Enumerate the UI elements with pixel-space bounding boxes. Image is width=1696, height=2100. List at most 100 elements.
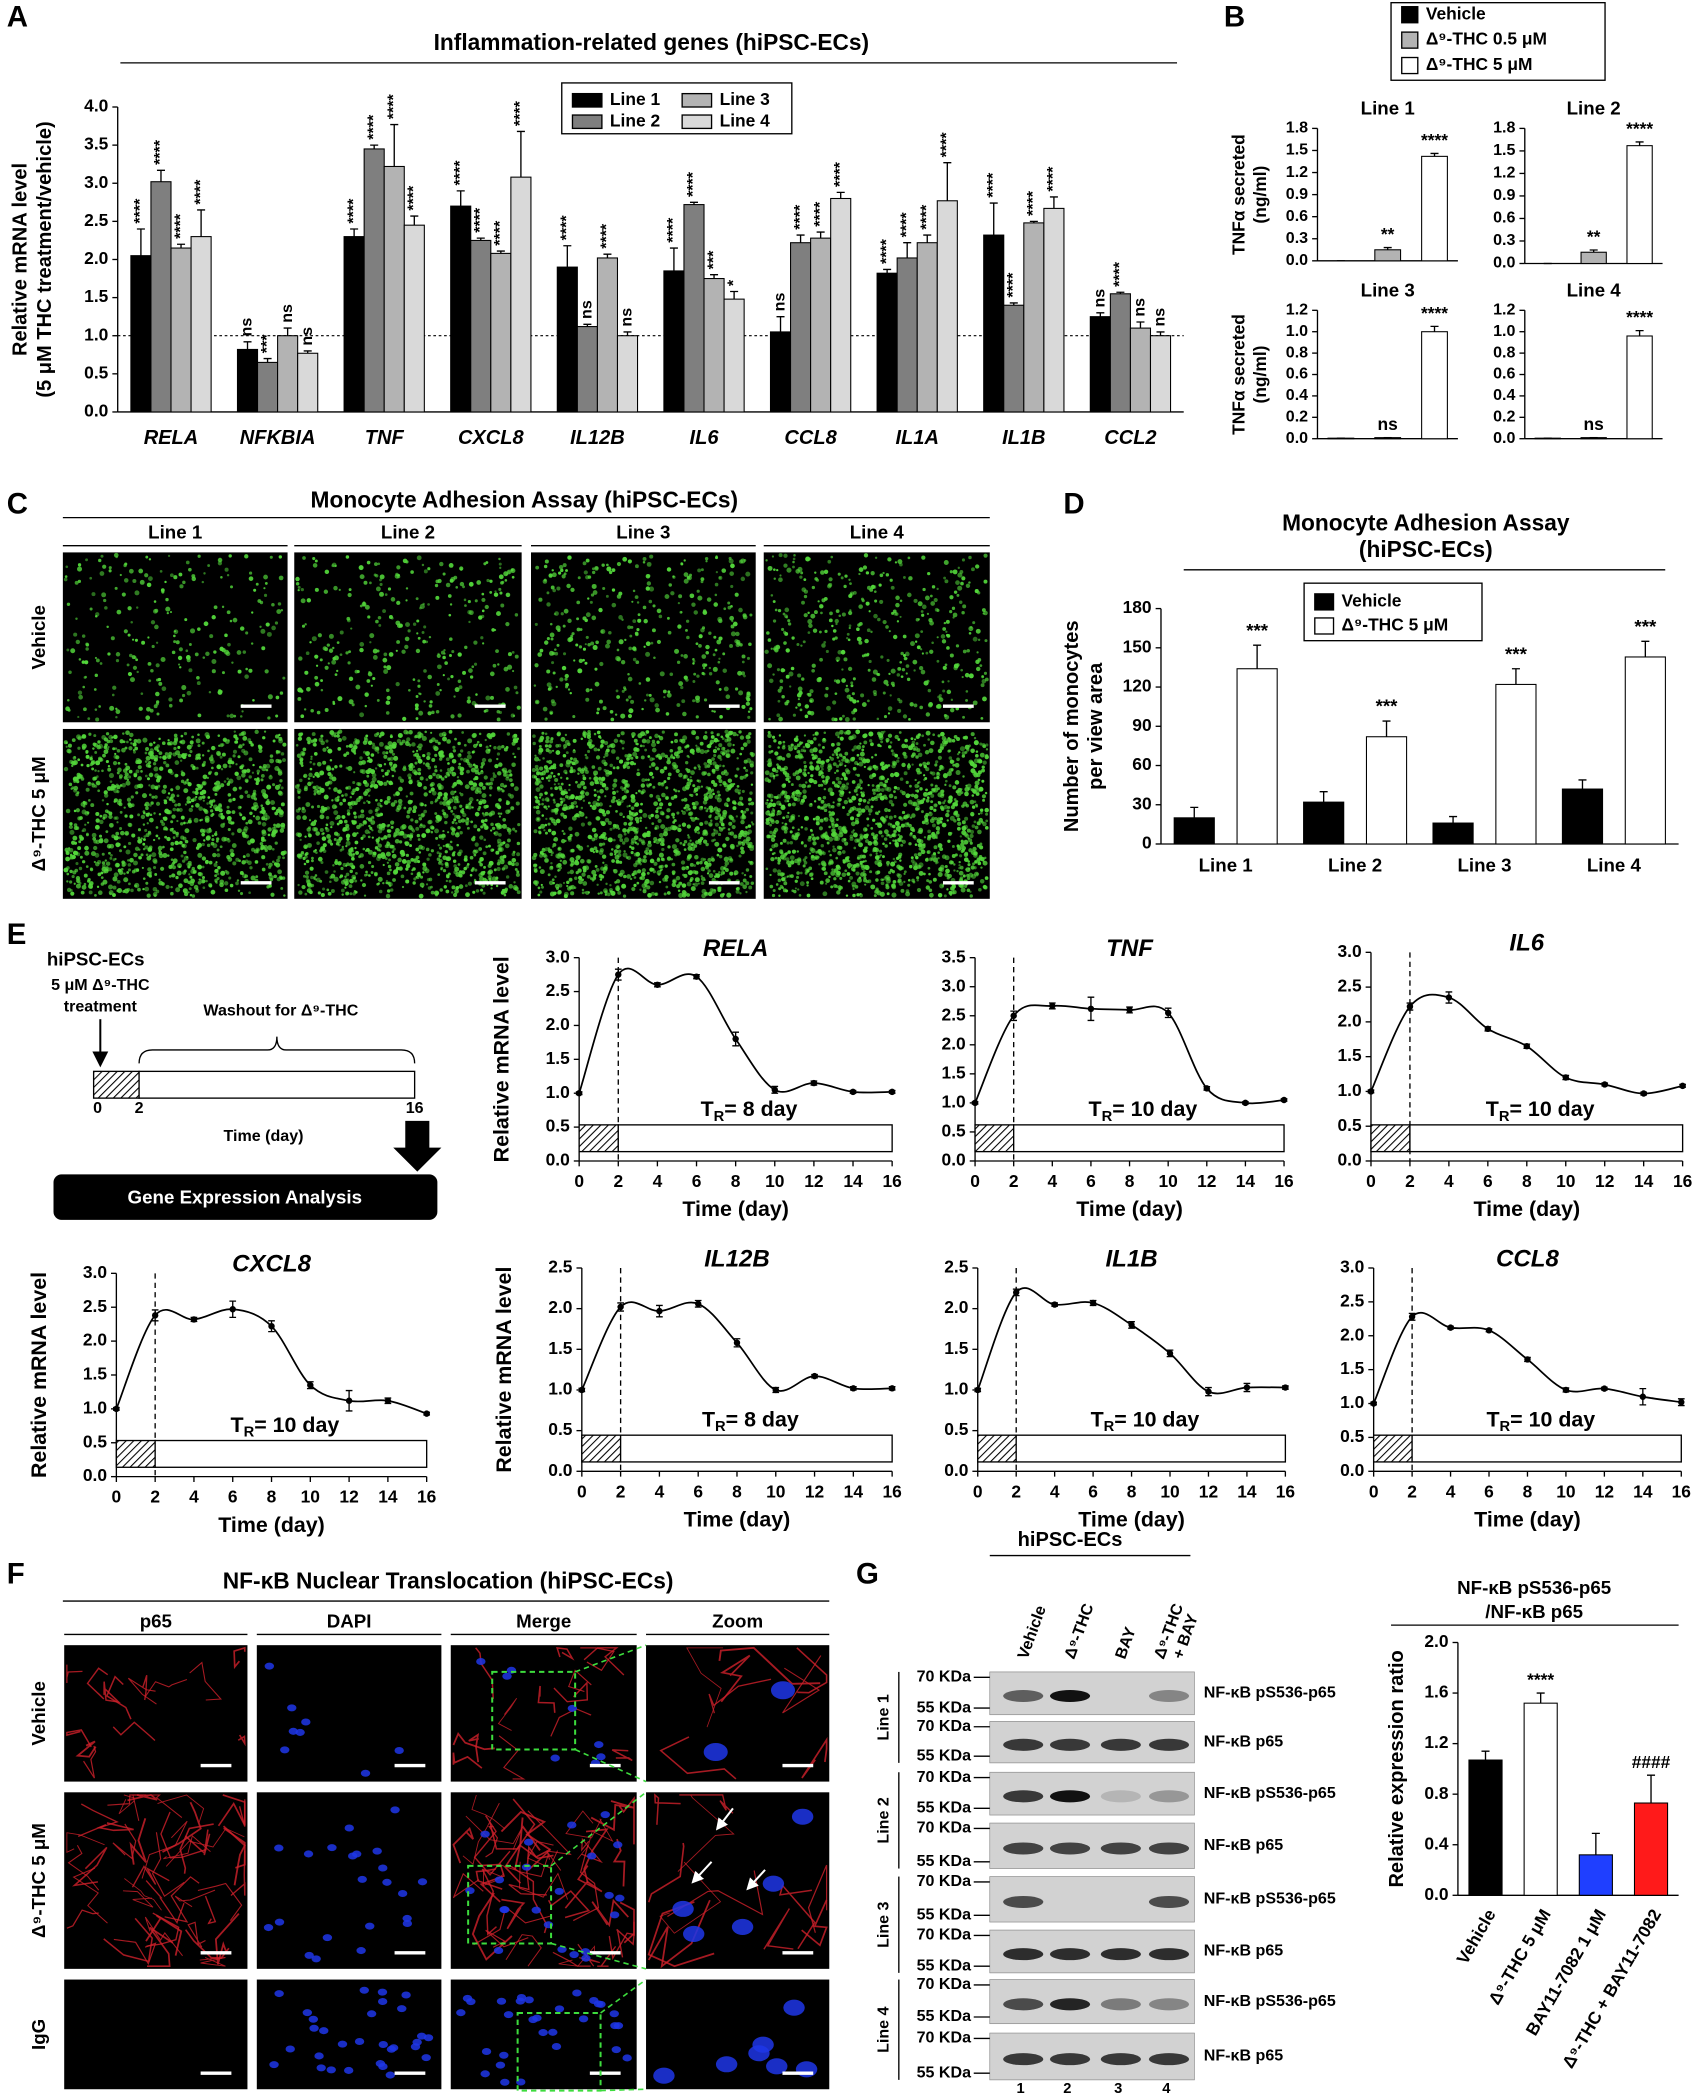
cell-dot: [598, 608, 602, 612]
cell-dot: [363, 603, 366, 606]
cell-dot: [482, 610, 485, 613]
cell-dot: [158, 682, 162, 686]
cell-dot: [353, 750, 356, 753]
y-tick-label: 2.0: [84, 248, 108, 268]
x-tick-label: 14: [1237, 1481, 1257, 1501]
x-tick-label: 10: [301, 1487, 320, 1507]
cell-dot: [138, 828, 141, 831]
cell-dot: [272, 848, 275, 851]
cell-dot: [211, 755, 214, 758]
cell-dot: [396, 601, 400, 605]
cell-dot: [320, 735, 323, 738]
cell-dot: [249, 757, 253, 761]
cell-dot: [326, 889, 329, 892]
cell-dot: [374, 573, 377, 576]
cell-dot: [395, 870, 398, 873]
y-tick-label: 90: [1132, 715, 1151, 735]
cell-dot: [159, 751, 163, 755]
cell-dot: [219, 882, 224, 887]
cell-dot: [97, 886, 99, 888]
cell-dot: [459, 884, 464, 889]
y-tick-label: 4.0: [84, 96, 108, 116]
cell-dot: [732, 744, 734, 746]
point: [1602, 1081, 1608, 1087]
cell-dot: [594, 780, 598, 784]
cell-dot: [322, 836, 327, 841]
cell-dot: [231, 832, 234, 835]
cell-dot: [745, 826, 748, 829]
cell-dot: [84, 846, 89, 851]
cell-dot: [427, 603, 430, 606]
cell-dot: [183, 851, 186, 854]
error-bar: [1449, 817, 1457, 824]
cell-dot: [341, 794, 344, 797]
cell-dot: [150, 709, 154, 713]
cell-dot: [173, 640, 176, 643]
bar: [577, 327, 597, 412]
x-tick-label: 0: [973, 1481, 983, 1501]
cell-dot: [434, 765, 437, 768]
cell-dot: [677, 746, 681, 750]
cell-dot: [216, 837, 219, 840]
cell-dot: [498, 825, 502, 829]
cell-dot: [515, 862, 519, 866]
cell-dot: [724, 857, 729, 862]
cell-dot: [243, 650, 246, 653]
cell-dot: [136, 739, 141, 744]
cell-dot: [361, 824, 364, 827]
cell-dot: [591, 616, 596, 621]
cell-dot: [304, 787, 308, 791]
cell-dot: [503, 785, 506, 788]
cell-dot: [653, 656, 656, 659]
cell-dot: [320, 658, 323, 661]
cell-dot: [310, 823, 313, 826]
cell-dot: [159, 813, 161, 815]
cell-dot: [144, 829, 147, 832]
cell-dot: [203, 774, 208, 779]
point: [1447, 1324, 1453, 1330]
significance-label: ns: [1151, 308, 1169, 327]
cell-dot: [450, 810, 453, 813]
cell-dot: [608, 838, 611, 841]
bar: [1422, 156, 1448, 260]
cell-dot: [401, 875, 405, 879]
cell-dot: [647, 581, 651, 585]
cell-dot: [497, 710, 500, 713]
cell-dot: [449, 755, 452, 758]
cell-dot: [446, 739, 451, 744]
cell-dot: [383, 669, 388, 674]
cell-dot: [497, 839, 502, 844]
cell-dot: [313, 876, 316, 879]
cell-dot: [158, 846, 163, 851]
panel-title: Line 2: [1567, 98, 1621, 119]
cell-dot: [392, 878, 396, 882]
cell-dot: [261, 774, 265, 778]
cell-dot: [120, 811, 123, 814]
cell-dot: [279, 875, 283, 879]
cell-dot: [616, 695, 620, 699]
cell-dot: [349, 806, 352, 809]
cell-dot: [695, 826, 700, 831]
cell-dot: [155, 692, 160, 697]
cell-dot: [129, 738, 132, 741]
cell-dot: [247, 860, 252, 865]
cell-dot: [406, 854, 409, 857]
cell-dot: [410, 818, 413, 821]
cell-dot: [171, 794, 175, 798]
cell-dot: [429, 636, 431, 638]
cell-dot: [456, 844, 459, 847]
significance-label: ****: [405, 185, 423, 211]
bar: [298, 353, 318, 412]
cell-dot: [453, 695, 455, 697]
cell-dot: [208, 883, 212, 887]
cell-dot: [675, 838, 679, 842]
cell-dot: [224, 780, 227, 783]
cell-dot: [105, 809, 109, 813]
cell-dot: [119, 827, 122, 830]
cell-dot: [220, 823, 225, 828]
cell-dot: [450, 603, 452, 605]
cell-dot: [422, 603, 424, 605]
cell-dot: [346, 555, 349, 558]
cell-dot: [314, 752, 318, 756]
cell-dot: [133, 861, 138, 866]
